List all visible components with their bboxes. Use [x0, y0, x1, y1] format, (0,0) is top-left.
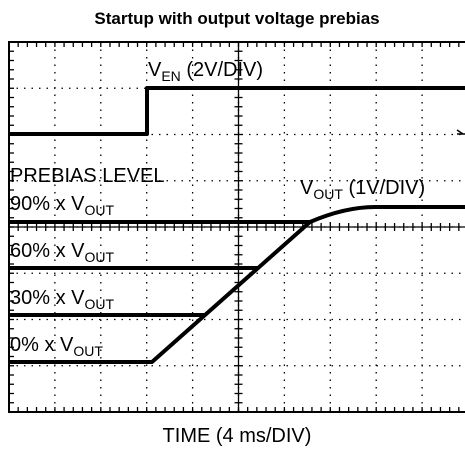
prebias-label: PREBIAS LEVEL [10, 165, 165, 187]
ven-label: VEN (2V/DIV) [148, 59, 263, 84]
marker-arrow [456, 129, 465, 135]
time-axis-label: TIME (4 ms/DIV) [163, 425, 312, 447]
vout-label: VOUT (1V/DIV) [300, 177, 425, 202]
level-label: 90% x VOUT [10, 193, 114, 218]
frame [8, 41, 465, 413]
ven-trace [9, 86, 465, 136]
title: Startup with output voltage prebias [94, 9, 379, 28]
level-label: 0% x VOUT [10, 334, 103, 359]
level-label: 30% x VOUT [10, 287, 114, 312]
level-label: 60% x VOUT [10, 240, 114, 265]
vout-trace-0 [9, 205, 465, 364]
